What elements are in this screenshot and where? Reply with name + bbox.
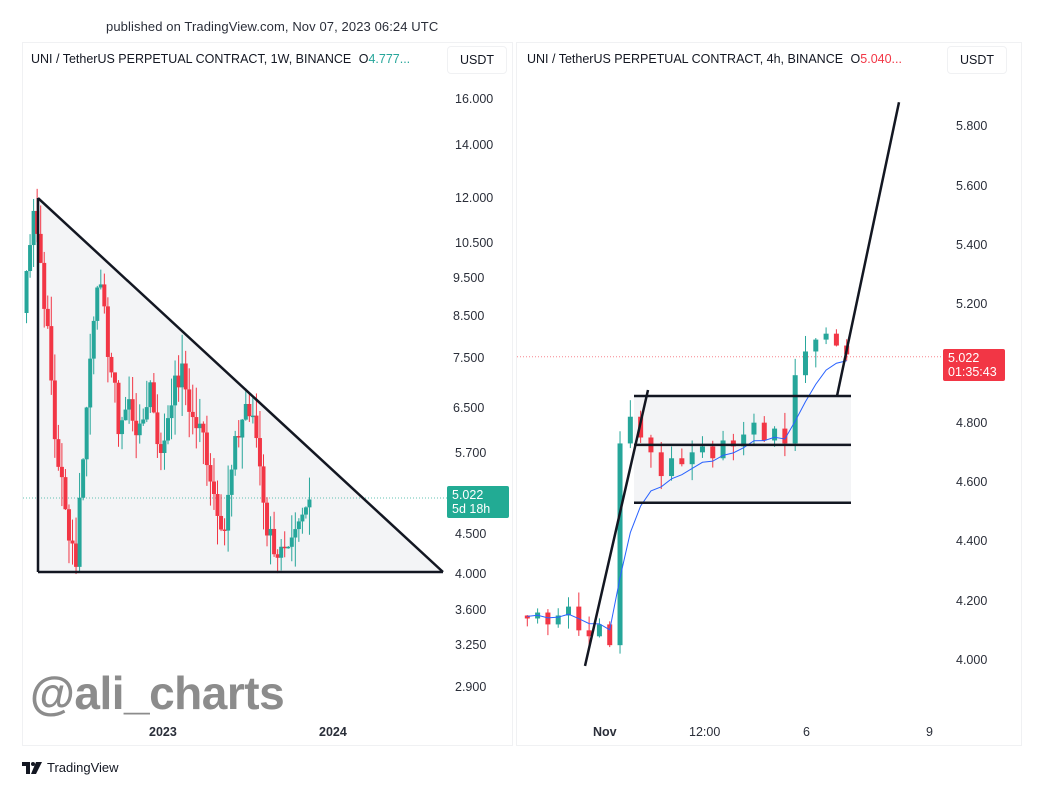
price-axis-label: 4.000 [956, 653, 988, 667]
price-axis-label: 5.600 [956, 179, 988, 193]
four-hour-chart-panel[interactable]: UNI / TetherUS PERPETUAL CONTRACT, 4h, B… [516, 42, 1022, 746]
price-axis-label: 5.200 [956, 297, 988, 311]
price-axis-label: 4.800 [956, 416, 988, 430]
price-axis-label: 3.600 [455, 603, 487, 617]
tradingview-logo-icon [22, 761, 42, 774]
price-axis-label: 3.250 [455, 638, 487, 652]
time-axis-label: 6 [803, 725, 810, 739]
author-watermark: @ali_charts [30, 667, 285, 719]
time-axis-label: 2023 [149, 725, 177, 739]
time-axis-label: 12:00 [689, 725, 721, 739]
time-axis-label: 9 [926, 725, 933, 739]
bar-countdown: 01:35:43 [948, 365, 997, 379]
last-price-badge: 5.022 01:35:43 [943, 349, 1005, 381]
price-axis-label: 4.500 [455, 527, 487, 541]
ohlc-open-label: O [850, 52, 861, 66]
four-hour-candles-plot[interactable] [517, 43, 1023, 747]
time-axis-label: 2024 [319, 725, 347, 739]
price-axis-label: 16.000 [455, 92, 494, 106]
last-price-value: 5.022 [948, 351, 980, 365]
last-price-value: 5.022 [452, 488, 484, 502]
weekly-chart-panel[interactable]: UNI / TetherUS PERPETUAL CONTRACT, 1W, B… [22, 42, 513, 746]
ohlc-open-label: O [358, 52, 369, 66]
price-axis-label: 9.500 [453, 271, 485, 285]
price-axis-label: 10.500 [455, 236, 494, 250]
price-axis-label: 7.500 [453, 351, 485, 365]
price-axis-label: 14.000 [455, 138, 494, 152]
price-axis-label: 4.600 [956, 475, 988, 489]
currency-button[interactable]: USDT [947, 46, 1007, 74]
ohlc-open-value: 4.777... [368, 52, 411, 66]
chart-title: UNI / TetherUS PERPETUAL CONTRACT, 4h, B… [527, 52, 902, 66]
price-axis-label: 12.000 [455, 191, 494, 205]
price-axis-label: 5.700 [455, 446, 487, 460]
tradingview-logo[interactable]: TradingView [22, 760, 119, 775]
symbol-title: UNI / TetherUS PERPETUAL CONTRACT, 1W, B… [31, 52, 352, 66]
bar-countdown: 5d 18h [452, 502, 491, 516]
price-axis-label: 5.400 [956, 238, 988, 252]
currency-button[interactable]: USDT [447, 46, 507, 74]
symbol-title: UNI / TetherUS PERPETUAL CONTRACT, 4h, B… [527, 52, 844, 66]
chart-title: UNI / TetherUS PERPETUAL CONTRACT, 1W, B… [31, 52, 410, 66]
tradingview-brand: TradingView [47, 760, 119, 775]
last-price-badge: 5.022 5d 18h [447, 486, 509, 518]
price-axis-label: 5.800 [956, 119, 988, 133]
published-note: published on TradingView.com, Nov 07, 20… [106, 19, 439, 34]
price-axis-label: 4.200 [956, 594, 988, 608]
ohlc-open-value: 5.040... [860, 52, 902, 66]
price-axis-label: 4.000 [455, 567, 487, 581]
price-axis-label: 6.500 [453, 401, 485, 415]
price-axis-label: 8.500 [453, 309, 485, 323]
time-axis-label: Nov [593, 725, 617, 739]
weekly-candles-plot[interactable] [23, 43, 514, 747]
price-axis-label: 2.900 [455, 680, 487, 694]
price-axis-label: 4.400 [956, 534, 988, 548]
